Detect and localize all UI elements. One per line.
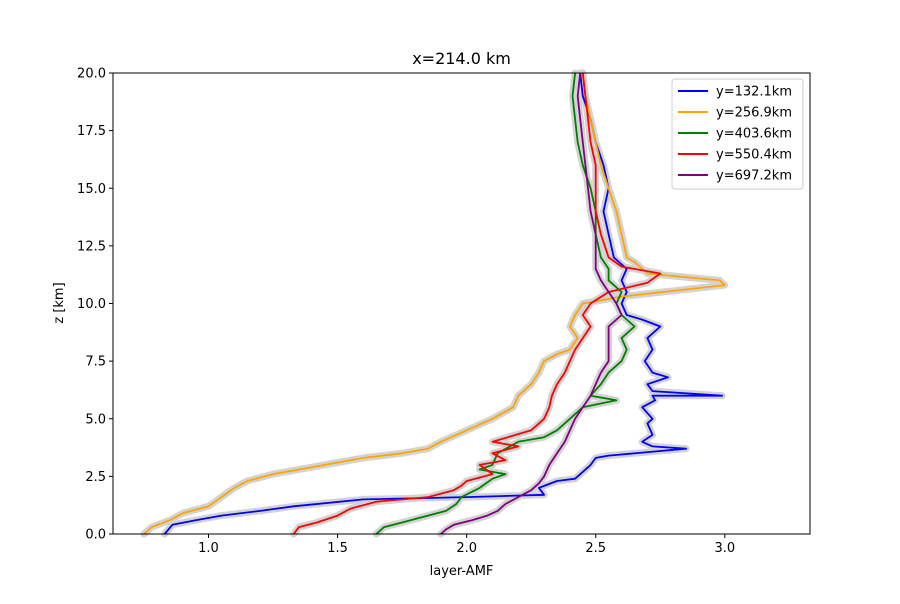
series-line-4 <box>292 72 662 535</box>
legend-label-2: y=256.9km <box>716 106 792 121</box>
x-tick-label: 2.0 <box>456 541 477 556</box>
legend-label-4: y=550.4km <box>716 148 792 163</box>
y-tick-label: 2.5 <box>85 470 106 485</box>
y-tick-label: 0.0 <box>85 528 106 543</box>
axes: 1.0 1.5 2.0 2.5 3.0 0.0 2.5 5.0 7.5 10.0 12.5 15.0 1… <box>77 67 811 556</box>
series-line-3 <box>375 72 636 535</box>
series-line-5 <box>440 72 623 535</box>
y-tick-label: 20.0 <box>77 67 106 82</box>
y-tick-label: 5.0 <box>85 412 106 427</box>
x-tick-label: 1.5 <box>327 541 348 556</box>
x-axis-label: layer-AMF <box>430 564 494 579</box>
legend-box <box>671 78 804 190</box>
series-line-1 <box>163 72 724 535</box>
y-tick-label: 17.5 <box>77 124 106 139</box>
legend: y=132.1km y=256.9km y=403.6km y=550.4km y=69… <box>671 78 804 190</box>
series-line-2 <box>143 72 726 535</box>
x-tick-label: 1.0 <box>198 541 219 556</box>
y-tick-label: 7.5 <box>85 355 106 370</box>
legend-label-1: y=132.1km <box>716 85 792 100</box>
x-tick-label: 2.5 <box>585 541 606 556</box>
y-tick-label: 10.0 <box>77 297 106 312</box>
legend-label-3: y=403.6km <box>716 127 792 142</box>
chart-title: x=214.0 km <box>412 49 511 68</box>
y-axis-label: z [km] <box>52 282 67 323</box>
x-tick-label: 3.0 <box>714 541 735 556</box>
y-tick-label: 12.5 <box>77 239 106 254</box>
legend-label-5: y=697.2km <box>716 169 792 184</box>
series-lines <box>143 72 726 535</box>
y-tick-label: 15.0 <box>77 182 106 197</box>
